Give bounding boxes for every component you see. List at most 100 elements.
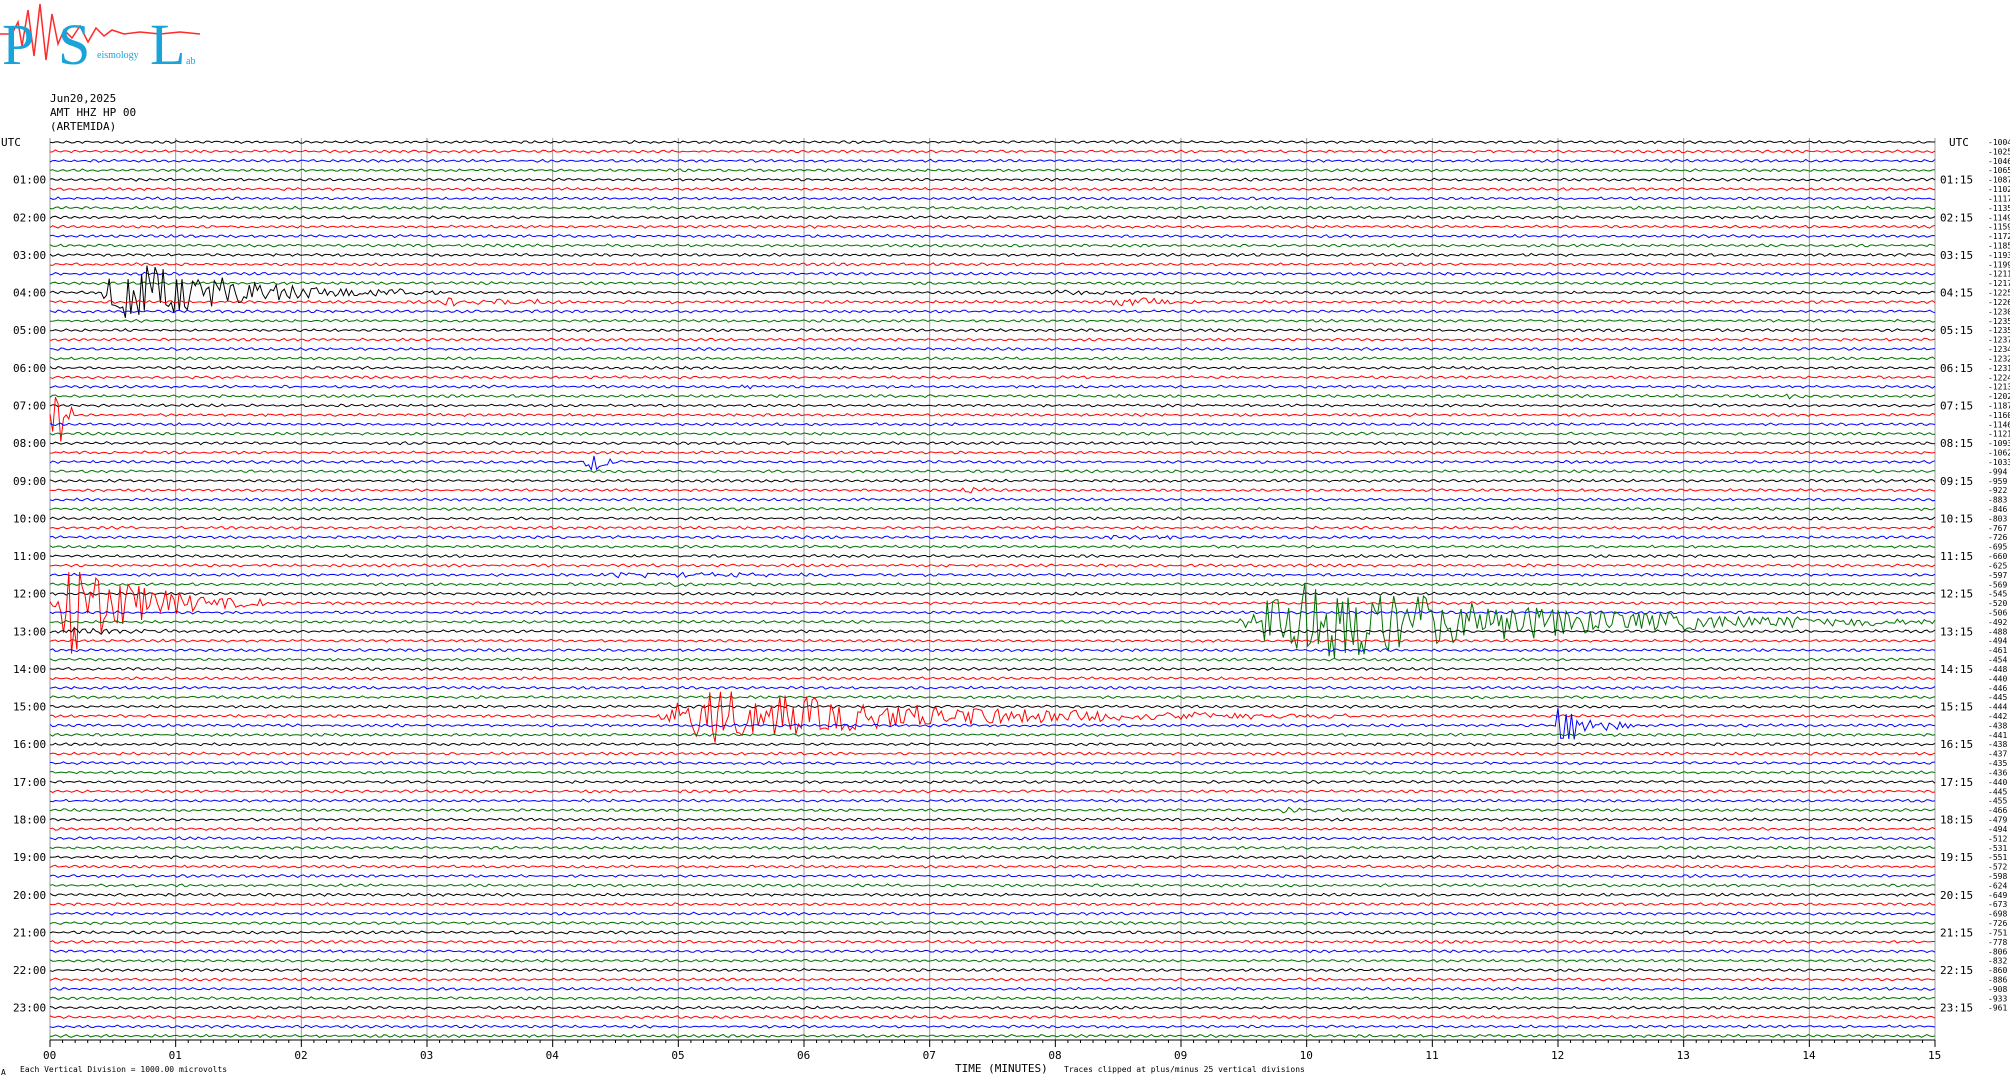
trace-row-70	[49, 798, 1936, 803]
trace-row-52	[49, 627, 1936, 636]
utc-label-left: UTC	[1, 136, 21, 149]
hour-label-right-2315: 23:15	[1940, 1002, 1973, 1015]
trace-row-8	[49, 215, 1936, 220]
trace-row-93	[49, 1015, 1936, 1020]
row-offset-49: -520	[1988, 599, 2007, 608]
trace-row-19	[49, 318, 1936, 323]
x-tick-label-00: 00	[43, 1049, 56, 1062]
trace-row-64	[49, 742, 1936, 747]
trace-row-61	[49, 691, 1936, 743]
trace-row-49	[49, 571, 1936, 654]
vertical-scale-note: Each Vertical Division = 1000.00 microvo…	[20, 1065, 227, 1074]
trace-row-62	[49, 707, 1936, 740]
trace-row-18	[49, 309, 1936, 314]
hour-label-right-0615: 06:15	[1940, 362, 1973, 375]
trace-row-47	[49, 582, 1936, 587]
row-offset-84: -751	[1988, 928, 2007, 937]
corner-mark: A	[1, 1068, 6, 1077]
trace-row-17	[49, 297, 1936, 307]
row-offset-48: -545	[1988, 590, 2007, 599]
hour-label-right-0915: 09:15	[1940, 475, 1973, 488]
x-axis-title: TIME (MINUTES)	[955, 1062, 1048, 1075]
row-offset-1: -1025	[1988, 147, 2010, 156]
row-offset-46: -597	[1988, 571, 2007, 580]
hour-label-left-1900: 19:00	[13, 851, 46, 864]
row-offset-44: -660	[1988, 552, 2007, 561]
logo-word-lab: ab	[186, 56, 195, 67]
hour-label-left-0800: 08:00	[13, 437, 46, 450]
row-offset-73: -494	[1988, 825, 2007, 834]
row-offset-75: -531	[1988, 844, 2007, 853]
trace-row-69	[49, 789, 1936, 794]
hour-label-right-1015: 10:15	[1940, 512, 1973, 525]
row-offset-26: -1213	[1988, 383, 2010, 392]
row-offset-2: -1046	[1988, 157, 2010, 166]
trace-row-79	[49, 883, 1936, 888]
row-offset-66: -435	[1988, 759, 2007, 768]
trace-row-4	[49, 177, 1936, 182]
row-offset-53: -494	[1988, 637, 2007, 646]
hour-label-right-2015: 20:15	[1940, 889, 1973, 902]
x-tick-label-07: 07	[923, 1049, 936, 1062]
trace-row-0	[49, 139, 1935, 145]
trace-row-10	[49, 233, 1936, 239]
trace-row-74	[49, 836, 1936, 841]
row-offset-12: -1193	[1988, 251, 2010, 260]
row-offset-72: -479	[1988, 816, 2007, 825]
trace-row-29	[49, 397, 1936, 442]
row-offset-15: -1217	[1988, 279, 2010, 288]
trace-row-56	[49, 666, 1936, 672]
row-offset-89: -886	[1988, 975, 2007, 984]
row-offset-68: -440	[1988, 778, 2007, 787]
row-offset-9: -1159	[1988, 223, 2010, 232]
trace-row-85	[49, 939, 1935, 944]
clip-note: Traces clipped at plus/minus 25 vertical…	[1064, 1065, 1305, 1074]
hour-label-right-1315: 13:15	[1940, 625, 1973, 638]
seismic-traces	[49, 139, 1936, 1039]
row-offset-57: -440	[1988, 674, 2007, 683]
row-offset-19: -1235	[1988, 317, 2010, 326]
trace-row-5	[49, 186, 1936, 192]
row-offset-50: -506	[1988, 609, 2007, 618]
trace-row-31	[49, 431, 1936, 436]
trace-row-34	[49, 455, 1936, 472]
x-tick-label-15: 15	[1928, 1049, 1941, 1062]
x-tick-label-09: 09	[1174, 1049, 1187, 1062]
row-offset-8: -1149	[1988, 213, 2010, 222]
hour-label-right-0115: 01:15	[1940, 174, 1973, 187]
row-offset-6: -1117	[1988, 194, 2010, 203]
row-offset-90: -908	[1988, 985, 2007, 994]
trace-row-90	[49, 986, 1936, 991]
row-offset-40: -803	[1988, 514, 2007, 523]
trace-row-76	[49, 855, 1936, 860]
row-offset-14: -1211	[1988, 270, 2010, 279]
logo-letter-s: S	[58, 12, 90, 72]
row-offset-11: -1185	[1988, 242, 2010, 251]
trace-row-78	[49, 873, 1936, 878]
trace-row-43	[49, 544, 1936, 549]
trace-row-13	[49, 262, 1936, 267]
row-offset-33: -1062	[1988, 449, 2010, 458]
trace-row-58	[49, 685, 1936, 690]
trace-row-95	[49, 1033, 1936, 1039]
row-offset-82: -698	[1988, 910, 2007, 919]
trace-row-45	[49, 563, 1936, 568]
row-offset-77: -572	[1988, 863, 2007, 872]
record-date: Jun20,2025	[50, 92, 117, 105]
trace-row-32	[49, 441, 1936, 446]
row-offset-65: -437	[1988, 750, 2007, 759]
trace-row-81	[49, 902, 1936, 907]
row-offset-21: -1237	[1988, 336, 2010, 345]
hour-label-left-0200: 02:00	[13, 211, 46, 224]
psl-logo: P S eismology L ab	[0, 3, 201, 72]
row-offset-29: -1160	[1988, 411, 2010, 420]
row-offset-83: -726	[1988, 919, 2007, 928]
trace-row-50	[49, 610, 1936, 615]
row-offset-63: -441	[1988, 731, 2007, 740]
row-offset-32: -1093	[1988, 439, 2010, 448]
row-offset-0: -1004	[1988, 138, 2010, 147]
row-offset-58: -446	[1988, 684, 2007, 693]
row-offset-74: -512	[1988, 834, 2007, 843]
hour-label-left-2100: 21:00	[13, 926, 46, 939]
